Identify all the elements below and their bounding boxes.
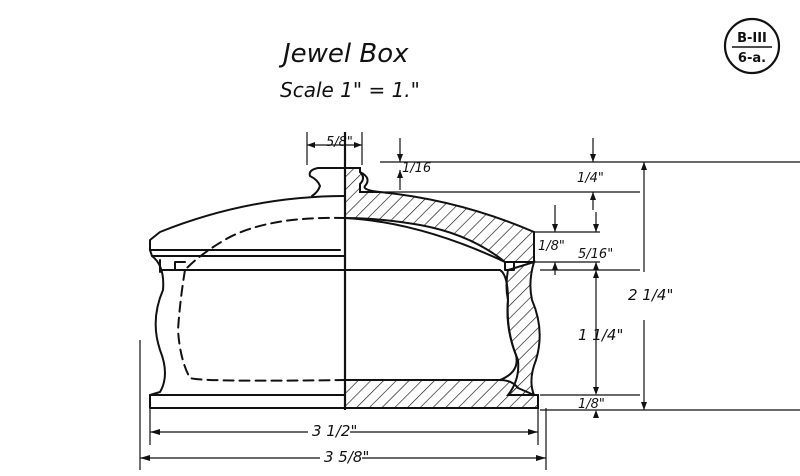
- body-height-label: 1 1/4": [578, 326, 623, 344]
- drawing-title: Jewel Box: [278, 39, 409, 69]
- badge-bottom-text: 6-a.: [738, 51, 766, 66]
- knob-height-label: 1/16: [402, 161, 431, 176]
- base-label: 1/8": [578, 397, 605, 412]
- left-half-outside-view: [149, 167, 346, 409]
- outer-width-label: 3 5/8": [324, 448, 369, 466]
- inner-width-label: 3 1/2": [312, 422, 357, 440]
- drawing-scale: Scale 1" = 1.": [280, 78, 420, 102]
- dimension-lines: 5/8" 1/16 1/4" 1/8" 5/16" 1 1/4": [139, 132, 800, 470]
- lid-top-label: 1/4": [577, 171, 604, 186]
- lid-lip-label: 5/16": [578, 247, 613, 262]
- badge-top-text: B-III: [737, 31, 767, 46]
- knob-width-label: 5/8": [326, 135, 353, 150]
- lid-section: [344, 167, 535, 263]
- overall-height-label: 2 1/4": [628, 286, 673, 304]
- body-wall-section: [505, 260, 541, 396]
- base-section: [344, 379, 539, 409]
- right-half-section-view: [344, 167, 541, 409]
- sheet-badge: B-III 6-a.: [723, 17, 781, 75]
- lid-rim-label: 1/8": [538, 239, 565, 254]
